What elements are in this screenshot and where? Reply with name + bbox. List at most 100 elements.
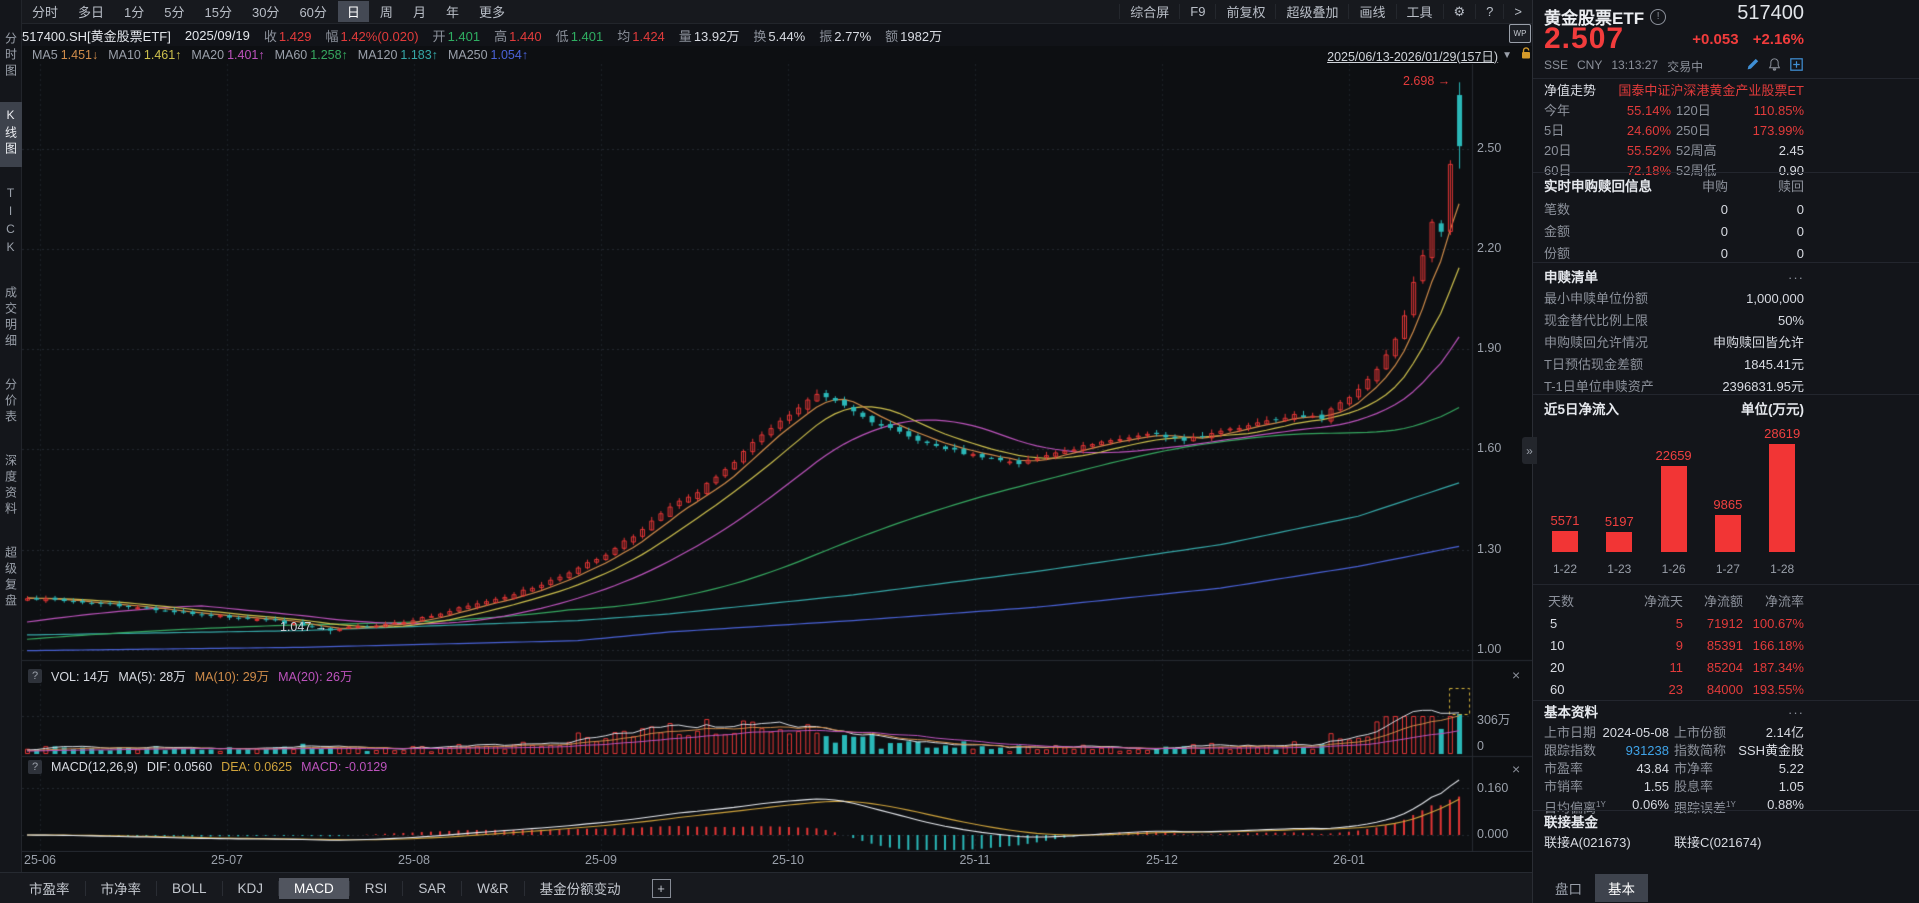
tool-工具[interactable]: 工具 <box>1395 4 1443 20</box>
sidebar-item-分时图[interactable]: 分时图 <box>0 26 22 89</box>
period-tab-年[interactable]: 年 <box>445 5 459 20</box>
td-netamt: 71912 <box>1706 616 1743 631</box>
sidebar-item-TICK[interactable]: TICK <box>0 180 22 267</box>
help-icon[interactable]: ? <box>1475 4 1503 19</box>
quote-field-换: 换 5.44% <box>753 26 805 45</box>
macd-title: MACD(12,26,9) <box>51 760 138 774</box>
flow-bar-value: 28619 <box>1764 426 1801 441</box>
quote-field-振: 振 2.77% <box>819 26 871 45</box>
macd-close-icon[interactable]: × <box>1512 761 1521 777</box>
period-tab-更多[interactable]: 更多 <box>478 5 505 20</box>
col-subscribe: 申购 <box>1701 179 1728 194</box>
sidebar-item-深度资料[interactable]: 深度资料 <box>0 448 22 527</box>
date-range-text[interactable]: 2025/06/13-2026/01/29(157日) <box>1327 49 1499 64</box>
basic-value[interactable]: 931238 <box>1625 743 1669 758</box>
wp-widget-icon[interactable]: WP <box>1509 24 1531 43</box>
flow-table-row: 5 5 71912 100.67% <box>1544 614 1804 634</box>
quick-action-icons <box>1744 56 1804 72</box>
sidebar-item-label: 深度资料 <box>3 454 18 518</box>
panel-collapse-handle[interactable]: » <box>1522 437 1537 464</box>
flow-bar <box>1606 532 1633 552</box>
indicator-tab-MACD[interactable]: MACD <box>279 877 349 899</box>
vol-close-icon[interactable]: × <box>1512 667 1521 683</box>
tool-前复权[interactable]: 前复权 <box>1215 4 1275 20</box>
basic-more-icon[interactable]: ··· <box>1788 705 1804 720</box>
expand-chevron-icon[interactable]: > <box>1503 4 1532 19</box>
vol-axis-zero: 0 <box>1477 739 1484 753</box>
nav-value: 110.85% <box>1753 103 1804 118</box>
add-indicator-icon[interactable]: + <box>651 878 671 898</box>
realtime-section-header: 实时申购赎回信息 申购 赎回 <box>1544 177 1804 197</box>
list-more-icon[interactable]: ··· <box>1788 270 1804 285</box>
tool-F9[interactable]: F9 <box>1179 4 1215 19</box>
nav-row: 5日 24.60% 250日 173.99% <box>1544 121 1804 141</box>
indicator-tab-RSI[interactable]: RSI <box>364 880 388 896</box>
period-tab-5分[interactable]: 5分 <box>164 5 185 20</box>
info-icon[interactable]: ! <box>1650 8 1667 25</box>
x-axis-label-25-09: 25-09 <box>585 853 617 867</box>
period-tab-1分[interactable]: 1分 <box>124 5 145 20</box>
indicator-tab-bar: 市盈率 市净率 BOLL KDJ MACD RSI SAR W&R 基金份额变动 + <box>0 872 1532 903</box>
period-tab-分时[interactable]: 分时 <box>32 5 59 20</box>
tool-综合屏[interactable]: 综合屏 <box>1119 4 1179 20</box>
section-divider <box>1533 700 1919 701</box>
vol-help-icon[interactable]: ? <box>28 668 42 683</box>
price-axis-label-1.60: 1.60 <box>1477 441 1502 456</box>
flow-bar-date: 1-26 <box>1661 562 1686 576</box>
basic-row: 市盈率 43.84 市净率 5.22 <box>1544 759 1804 779</box>
indicator-tab-市净率[interactable]: 市净率 <box>100 882 142 897</box>
nav-label: 250日 <box>1676 123 1711 138</box>
panel-tab-盘口[interactable]: 盘口 <box>1555 882 1582 897</box>
quote-field-value: 1.42%(0.020) <box>340 28 419 44</box>
rt-value2: 0 <box>1796 246 1804 261</box>
flow-bar-date: 1-22 <box>1552 562 1578 576</box>
td-netdays: 9 <box>1675 638 1683 653</box>
period-tab-60分[interactable]: 60分 <box>299 5 327 20</box>
nav-row: 60日 72.18% 52周低 0.90 <box>1544 161 1804 181</box>
tool-超级叠加[interactable]: 超级叠加 <box>1275 4 1348 20</box>
quote-field-label: 幅 <box>325 28 339 44</box>
panel-tab-基本[interactable]: 基本 <box>1595 874 1648 902</box>
indicator-tab-SAR[interactable]: SAR <box>418 880 447 896</box>
tracked-fund-name[interactable]: 国泰中证沪深港黄金产业股票ET <box>1618 83 1804 98</box>
alert-icon[interactable] <box>1766 56 1782 72</box>
ma-label-MA250: MA250 <box>447 48 488 62</box>
dropdown-icon[interactable]: ▼ <box>1502 49 1512 61</box>
period-tab-15分[interactable]: 15分 <box>204 5 232 20</box>
kline-chart-canvas[interactable] <box>22 64 1532 852</box>
basic-label: 跟踪指数 <box>1544 743 1597 758</box>
sidebar-item-K线图[interactable]: K线图 <box>0 102 22 167</box>
feeder-fund-a[interactable]: 联接A(021673) <box>1544 835 1631 850</box>
x-axis-label-25-12: 25-12 <box>1146 853 1178 867</box>
last-price: 2.507 <box>1544 22 1625 55</box>
td-netrate: 193.55% <box>1752 682 1804 697</box>
period-tab-日[interactable]: 日 <box>337 1 369 22</box>
period-tab-月[interactable]: 月 <box>412 5 426 20</box>
indicator-tab-W&R[interactable]: W&R <box>477 880 509 896</box>
edit-icon[interactable] <box>1744 56 1760 72</box>
settings-gear-icon[interactable]: ⚙ <box>1442 4 1476 19</box>
feeder-fund-c[interactable]: 联接C(021674) <box>1674 835 1762 850</box>
period-toolbar: 分时 多日 1分 5分 15分 30分 60分日周 月 年 更多 综合屏 F9 前复权 超级叠加 画线 工具 ⚙… <box>22 0 1532 24</box>
quote-field-value: 13.92万 <box>693 28 740 44</box>
ma-value-MA120: 1.183↑ <box>400 48 438 62</box>
tool-画线[interactable]: 画线 <box>1348 4 1395 20</box>
sidebar-item-分价表[interactable]: 分价表 <box>0 372 22 435</box>
indicator-tab-市盈率[interactable]: 市盈率 <box>29 882 70 897</box>
indicator-tab-基金份额变动[interactable]: 基金份额变动 <box>539 882 621 897</box>
indicator-tab-KDJ[interactable]: KDJ <box>237 880 264 896</box>
period-tab-30分[interactable]: 30分 <box>251 5 280 20</box>
ma-value-MA20: 1.401↑ <box>227 48 265 62</box>
period-tab-多日[interactable]: 多日 <box>78 5 105 20</box>
period-tab-周[interactable]: 周 <box>379 5 393 20</box>
macd-help-icon[interactable]: ? <box>28 760 42 774</box>
basic-row: 市销率 1.55 股息率 1.05 <box>1544 777 1804 797</box>
sidebar-item-成交明细[interactable]: 成交明细 <box>0 280 22 359</box>
sidebar-item-超级复盘[interactable]: 超级复盘 <box>0 540 22 619</box>
date-range-control[interactable]: 2025/06/13-2026/01/29(157日) ▼ <box>1327 46 1532 65</box>
th-netrate: 净流率 <box>1764 594 1804 609</box>
quote-field-value: 1.401 <box>447 28 481 44</box>
unlock-icon[interactable] <box>1521 47 1532 63</box>
indicator-tab-BOLL[interactable]: BOLL <box>172 880 207 896</box>
add-watch-icon[interactable] <box>1788 56 1804 72</box>
